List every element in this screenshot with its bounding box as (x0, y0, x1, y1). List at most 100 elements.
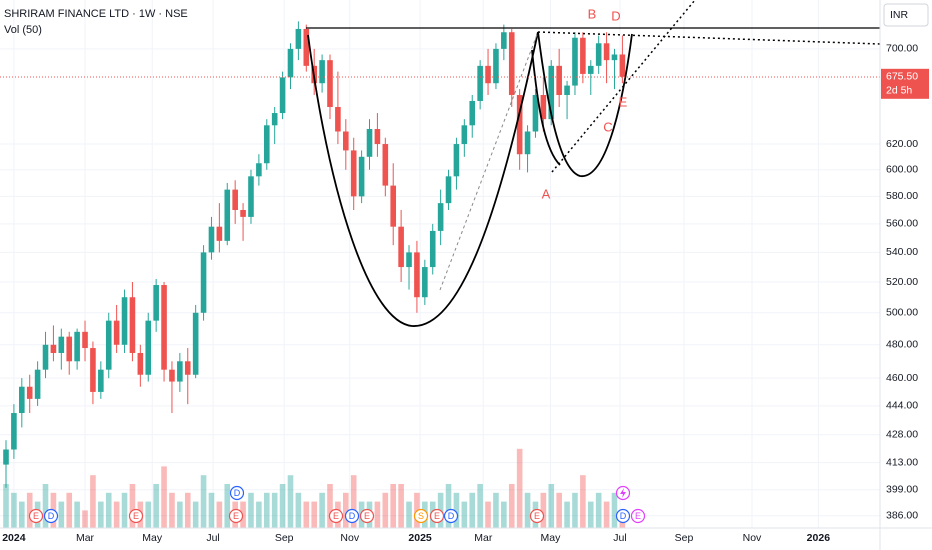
chart-title: SHRIRAM FINANCE LTD · 1W · NSE (4, 8, 188, 20)
volume-bar (200, 475, 207, 528)
candle-body (256, 163, 262, 177)
x-tick-label: Sep (675, 532, 694, 544)
candle-body (113, 320, 120, 345)
candle-body (327, 60, 333, 107)
volume-bar (279, 484, 286, 528)
y-tick-label: 413.00 (886, 456, 918, 468)
candle-body (58, 336, 65, 353)
volume-bar (319, 492, 325, 528)
y-tick-label: 460.00 (886, 372, 918, 384)
candle-body (358, 156, 365, 197)
x-tick-label: May (142, 532, 163, 544)
dotted-line (537, 31, 881, 45)
candle-body (587, 65, 594, 74)
candle-body (232, 189, 238, 210)
annotation: C (603, 119, 612, 134)
volume-bar (153, 484, 159, 528)
x-tick-label: May (541, 532, 562, 544)
volume-bar (580, 475, 586, 528)
candles (3, 21, 626, 488)
volume-bar (501, 501, 507, 528)
volume-bar (42, 484, 49, 528)
y-tick-label: 700.00 (886, 43, 918, 55)
event-badge (630, 508, 646, 524)
event-badge (529, 508, 545, 524)
volume-bar (374, 501, 381, 528)
volume-bar (19, 501, 25, 528)
volume-bar (98, 501, 104, 528)
candle-body (374, 129, 381, 145)
x-tick-label: Jul (206, 532, 219, 544)
volume-bar (90, 475, 96, 528)
x-tick-label: Nov (340, 532, 359, 544)
volume-bar (556, 492, 562, 528)
candle-body (390, 185, 397, 227)
volume-bar (453, 492, 460, 528)
candle-body (445, 176, 452, 204)
volume-bar (611, 492, 618, 528)
candle-body (129, 297, 136, 353)
candle-body (50, 344, 57, 353)
event-label: D (349, 511, 356, 521)
candle-body (343, 131, 349, 151)
event-badge (344, 508, 360, 524)
event-badge (413, 508, 429, 524)
x-tick-label: Sep (275, 532, 294, 544)
event-badge (328, 508, 344, 524)
candle-body (603, 43, 610, 61)
event-badge (28, 508, 44, 524)
currency-box[interactable] (883, 3, 929, 27)
x-tick-label: 2024 (2, 532, 26, 544)
event-label: D (620, 511, 627, 521)
volume-bar (524, 492, 531, 528)
volume-bar (508, 484, 515, 528)
event-label: E (434, 511, 440, 521)
volume-bar (540, 492, 547, 528)
candle-body (382, 144, 389, 186)
volume-bar (548, 484, 555, 528)
volume-bar (382, 492, 389, 528)
volume-bar (224, 484, 231, 528)
cup-curve (307, 31, 539, 327)
volume-bar (248, 492, 254, 528)
candle-body (429, 230, 436, 268)
candle-body (398, 226, 404, 268)
event-badge (443, 508, 459, 524)
volume-bar (129, 484, 136, 528)
candle-body (548, 65, 555, 120)
volume-bar (516, 448, 523, 528)
x-tick-label: Mar (474, 532, 493, 544)
candle-body (303, 28, 310, 66)
candle-body (540, 95, 547, 120)
event-badge (229, 485, 245, 501)
volume-bar (169, 492, 175, 528)
candle-body (248, 176, 254, 217)
candle-body (271, 113, 278, 126)
y-tick-label: 480.00 (886, 339, 918, 351)
countdown: 2d 5h (886, 85, 912, 97)
candle-body (3, 449, 9, 465)
candle-body (200, 252, 207, 313)
y-tick-label: 444.00 (886, 400, 918, 412)
candle-body (121, 297, 128, 345)
volume-bar (3, 484, 9, 528)
candle-body (580, 37, 586, 74)
volume-bar (26, 492, 33, 528)
volume-bar (390, 484, 397, 528)
candle-body (279, 77, 286, 114)
candle-body (595, 43, 602, 66)
candle-body (611, 54, 618, 61)
y-tick-label: 520.00 (886, 276, 918, 288)
candle-body (169, 369, 175, 382)
volume-bar (263, 492, 270, 528)
candle-body (208, 226, 215, 253)
volume-bar (327, 484, 333, 528)
volume-bar (461, 501, 468, 528)
volume-bar (603, 501, 610, 528)
event-badge (128, 508, 144, 524)
currency[interactable]: INR (890, 9, 909, 21)
event-badge (228, 508, 244, 524)
candle-body (469, 100, 476, 126)
volume-bar (271, 492, 278, 528)
candle-body (501, 32, 507, 49)
